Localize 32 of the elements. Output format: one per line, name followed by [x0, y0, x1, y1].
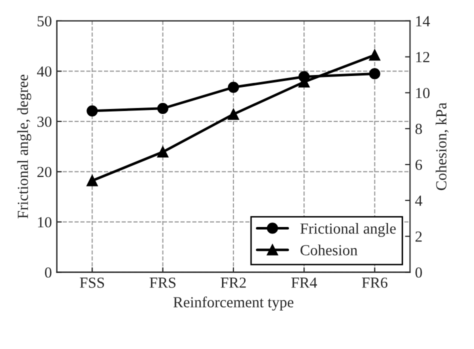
point [157, 102, 168, 114]
x-tick-label: FR6 [362, 278, 388, 288]
x-tick-label: FSS [80, 278, 104, 288]
y2-tick-label: 0 [415, 267, 422, 278]
x-tick-label: FR2 [220, 278, 246, 288]
point [369, 49, 380, 61]
y2-tick-label: 12 [416, 52, 430, 62]
y2-axis-title: Cohesion, kPa [436, 102, 449, 190]
x-axis-title: Reinforcement type [173, 296, 294, 311]
y2-tick-label: 6 [416, 160, 422, 170]
x-tick-label: FRS [150, 278, 176, 288]
y2-tick-label: 2 [416, 232, 422, 242]
y2-tick-label: 14 [416, 16, 430, 26]
point [86, 175, 98, 186]
y2-tick-label: 10 [416, 88, 430, 98]
y-tick-label: 0 [44, 267, 52, 278]
y-tick-label: 50 [38, 16, 52, 26]
point [86, 105, 98, 116]
point [228, 108, 239, 120]
y-tick-label: 30 [37, 116, 52, 127]
y-tick-label: 10 [38, 217, 52, 228]
y2-tick-label: 8 [415, 124, 422, 134]
legend-label: Frictional angle [300, 222, 396, 237]
y-tick-label: 40 [37, 66, 52, 77]
x-tick-label: FR4 [291, 278, 317, 288]
y-tick-label: 20 [37, 166, 52, 178]
point [369, 68, 380, 80]
y2-tick-label: 4 [415, 196, 422, 206]
point [228, 82, 239, 93]
point [157, 146, 168, 158]
y-axis-title: Frictional angle, degree [17, 74, 32, 218]
legend-label: Cohesion [300, 244, 358, 256]
